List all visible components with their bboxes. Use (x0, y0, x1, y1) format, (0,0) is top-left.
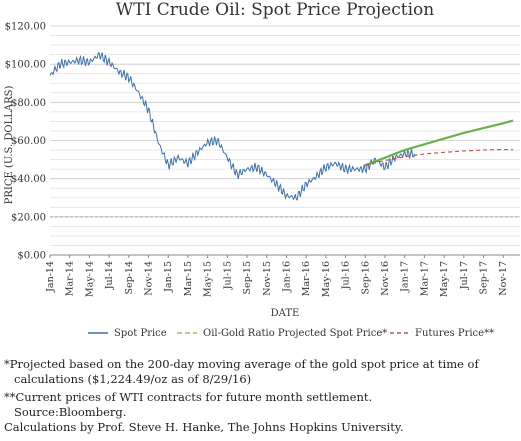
footnotes: *Projected based on the 200-day moving a… (4, 357, 516, 435)
x-tick-label: Jul-17 (459, 261, 470, 290)
x-tick-label: Mar-17 (419, 261, 430, 296)
x-tick-label: Jan-14 (45, 261, 56, 293)
x-tick-label: Sep-17 (479, 261, 490, 295)
projected-price-line (364, 119, 514, 167)
y-tick-label: $0.00 (17, 251, 46, 262)
x-tick-label: May-17 (439, 261, 450, 297)
footnote-source: Source:Bloomberg. (14, 405, 127, 419)
x-tick-label: Sep-14 (124, 261, 135, 295)
x-tick-label: Mar-16 (301, 261, 312, 296)
x-tick-label: Jul-15 (222, 261, 233, 290)
legend-label-futures: Futures Price** (415, 328, 494, 339)
x-tick-label: Jan-17 (400, 261, 411, 293)
x-axis-ticks: Jan-14 Mar-14 May-14 Jul-14 Sep-14 Nov-14 Jan-… (45, 255, 509, 297)
y-tick-label: $80.00 (11, 98, 46, 109)
x-tick-label: Nov-14 (144, 261, 155, 296)
x-tick-label: Sep-16 (360, 261, 371, 295)
x-tick-label: May-16 (321, 261, 332, 297)
x-axis-label: DATE (271, 308, 300, 319)
legend: Spot Price Oil-Gold Ratio Projected Spot… (88, 328, 494, 339)
x-tick-label: Mar-14 (65, 261, 76, 296)
futures-price-line (365, 148, 514, 166)
x-tick-label: Nov-16 (380, 261, 391, 296)
x-tick-label: Jul-14 (104, 261, 115, 290)
x-tick-label: May-15 (203, 261, 214, 297)
y-tick-label: $60.00 (11, 136, 46, 147)
y-tick-label: $40.00 (11, 174, 46, 185)
x-tick-label: Sep-15 (242, 261, 253, 295)
y-axis-label: PRICE (U.S. DOLLARS) (4, 86, 15, 205)
x-tick-label: Mar-15 (183, 261, 194, 296)
x-tick-label: Nov-17 (498, 261, 509, 296)
chart-title: WTI Crude Oil: Spot Price Projection (116, 0, 434, 20)
y-tick-label: $120.00 (5, 22, 46, 33)
x-tick-label: Jan-16 (281, 261, 292, 293)
footnote-projection-cont: calculations ($1,224.49/oz as of 8/29/16… (14, 372, 252, 386)
footnote-calculations: Calculations by Prof. Steve H. Hanke, Th… (4, 420, 404, 434)
footnote-projection: *Projected based on the 200-day moving a… (4, 357, 479, 371)
legend-label-spot: Spot Price (114, 328, 167, 339)
chart: WTI Crude Oil: Spot Price Projection $0.… (4, 0, 520, 339)
y-tick-label: $20.00 (11, 212, 46, 223)
gridlines (50, 25, 520, 246)
x-tick-label: Jul-16 (341, 261, 352, 290)
legend-label-projected: Oil-Gold Ratio Projected Spot Price* (203, 328, 387, 339)
x-tick-label: May-14 (84, 261, 95, 297)
x-tick-label: Jan-15 (163, 261, 174, 293)
spot-price-line (49, 51, 416, 201)
series-lines (49, 51, 514, 201)
x-tick-label: Nov-15 (262, 261, 273, 296)
y-tick-label: $100.00 (5, 60, 46, 71)
footnote-futures: **Current prices of WTI contracts for fu… (4, 390, 373, 404)
y-axis-ticks: $0.00 $20.00 $40.00 $60.00 $80.00 $100.00 $120… (5, 22, 46, 262)
